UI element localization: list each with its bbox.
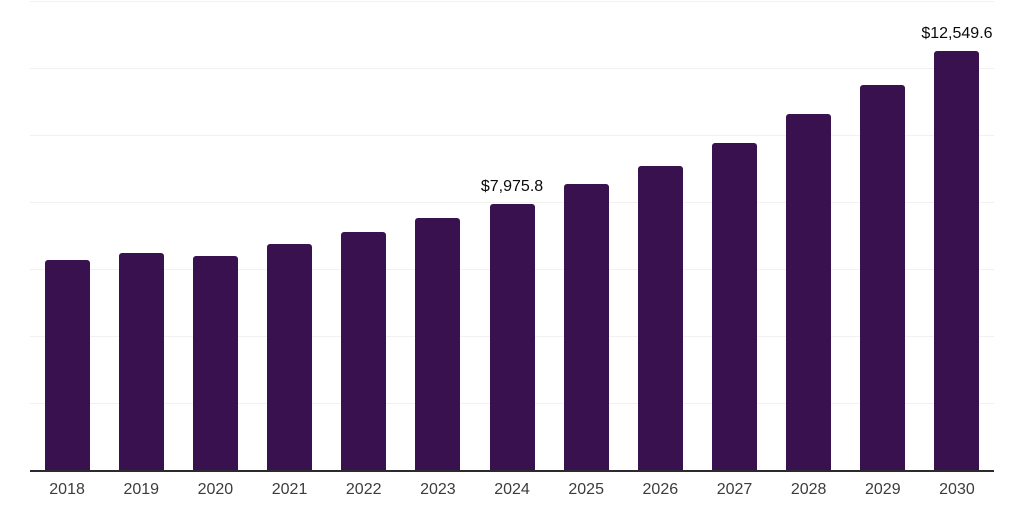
bar-group-2020: [178, 2, 252, 471]
bar-group-2022: [327, 2, 401, 471]
bar-2023: [415, 218, 461, 471]
x-axis-labels: 2018 2019 2020 2021 2022 2023 2024 2025 2026 2027…: [30, 481, 994, 499]
gridline-14000: [30, 1, 994, 2]
x-tick-2024: 2024: [494, 481, 530, 498]
bar-group-2026: [623, 2, 697, 471]
bar-2021: [267, 243, 313, 471]
bar-2018: [44, 259, 90, 471]
bar-2028: [786, 113, 832, 471]
x-tick-2022: 2022: [345, 481, 382, 498]
x-tick-2020: 2020: [197, 481, 234, 498]
bar-group-2029: [846, 2, 920, 471]
bar-2026: [637, 166, 683, 471]
bar-2025: [563, 183, 609, 471]
bar-group-2024: $7,975.8: [475, 2, 549, 471]
x-tick-2018: 2018: [49, 481, 85, 498]
x-tick-2029: 2029: [865, 481, 901, 498]
bar-group-2021: [252, 2, 326, 471]
x-tick-2030: 2030: [939, 481, 975, 498]
gridline-10000: [30, 135, 994, 136]
bar-2024: [489, 203, 535, 471]
bar-value-label-2030: $12,549.6: [921, 24, 993, 42]
bar-group-2028: [772, 2, 846, 471]
gridline-12000: [30, 68, 994, 69]
bar-group-2025: [549, 2, 623, 471]
plot-area: $7,975.8 $12,549.6: [30, 1, 994, 472]
x-tick-2023: 2023: [420, 481, 456, 498]
gridline-8000: [30, 202, 994, 203]
bar-2030: [934, 50, 980, 471]
x-tick-2021: 2021: [271, 481, 308, 498]
x-axis-line: [30, 470, 994, 472]
bar-group-2027: [697, 2, 771, 471]
bar-value-label-2024: $7,975.8: [480, 177, 544, 195]
bar-group-2030: $12,549.6: [920, 2, 994, 471]
bar-2027: [711, 143, 757, 471]
bar-group-2018: [30, 2, 104, 471]
bars: $7,975.8 $12,549.6: [30, 2, 994, 471]
bar-group-2023: [401, 2, 475, 471]
bar-2020: [192, 255, 238, 471]
bar-2019: [118, 252, 164, 471]
x-tick-2026: 2026: [642, 481, 679, 498]
bar-2029: [860, 85, 906, 471]
bar-group-2019: [104, 2, 178, 471]
x-tick-2019: 2019: [123, 481, 160, 498]
x-tick-2028: 2028: [790, 481, 827, 498]
x-tick-2025: 2025: [568, 481, 604, 498]
bar-2022: [341, 232, 387, 471]
x-tick-2027: 2027: [716, 481, 753, 498]
